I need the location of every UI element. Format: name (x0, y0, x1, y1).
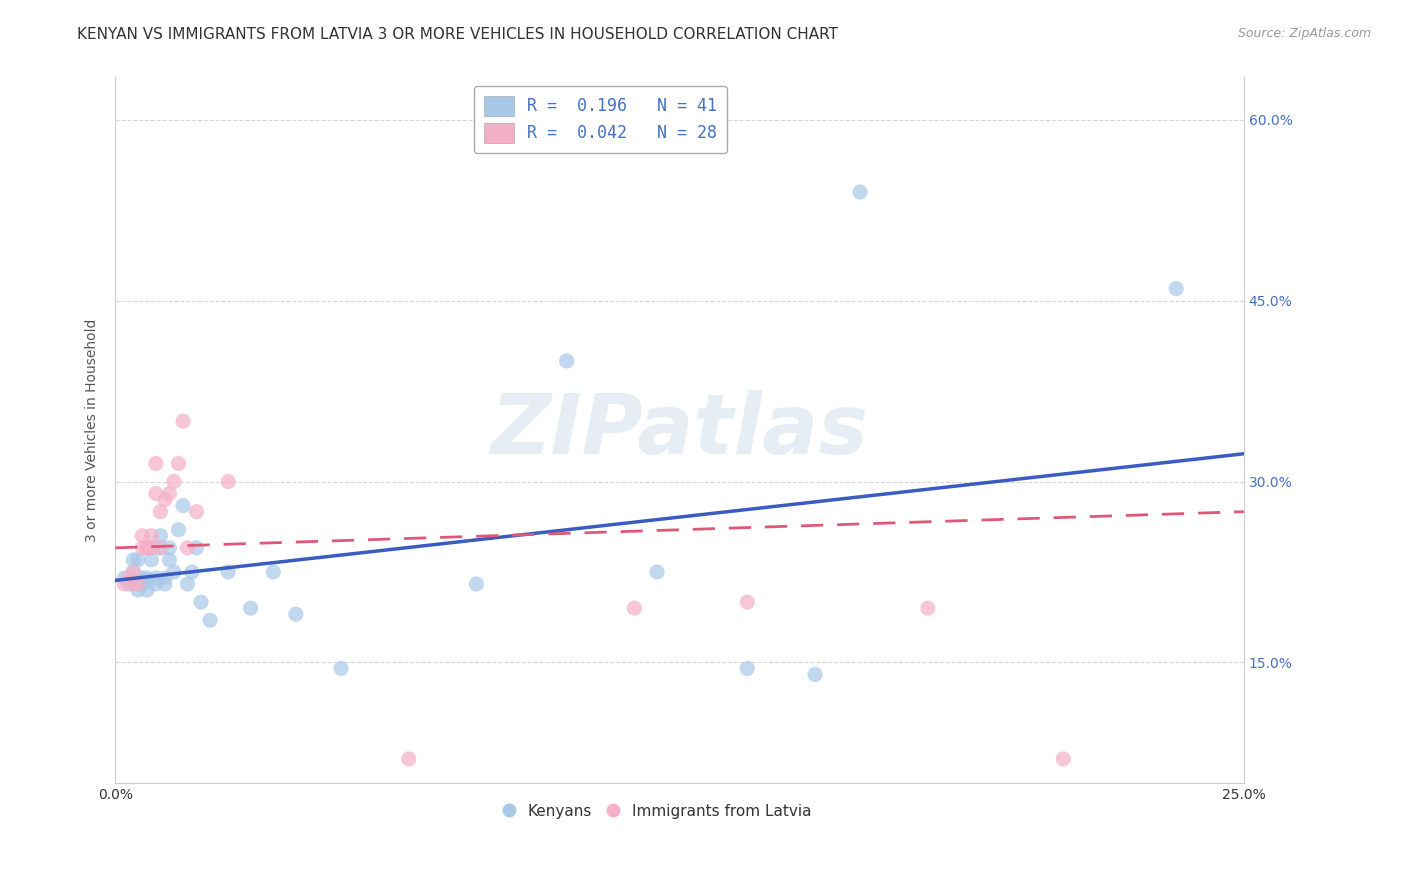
Point (398, 752, 420, 766)
Point (159, 553, 181, 567)
Point (153, 492, 176, 507)
Point (262, 565, 284, 579)
Point (135, 541, 157, 555)
Point (176, 577, 198, 591)
Y-axis label: 3 or more Vehicles in Household: 3 or more Vehicles in Household (86, 318, 100, 542)
Point (141, 541, 163, 555)
Point (735, 661, 758, 675)
Point (167, 523, 190, 537)
Point (112, 577, 135, 591)
Point (141, 541, 163, 555)
Text: KENYAN VS IMMIGRANTS FROM LATVIA 3 OR MORE VEHICLES IN HOUSEHOLD CORRELATION CHA: KENYAN VS IMMIGRANTS FROM LATVIA 3 OR MO… (77, 27, 838, 42)
Point (555, 354, 578, 368)
Point (149, 529, 172, 543)
Point (141, 529, 163, 543)
Point (118, 571, 141, 585)
Point (465, 577, 488, 591)
Point (163, 475, 186, 489)
Point (172, 414, 194, 428)
Point (186, 541, 208, 555)
Point (159, 541, 181, 555)
Point (217, 565, 239, 579)
Point (127, 582, 149, 597)
Point (127, 553, 149, 567)
Point (181, 565, 204, 579)
Point (645, 565, 668, 579)
Point (149, 505, 172, 519)
Point (186, 505, 208, 519)
Point (330, 661, 353, 675)
Point (217, 475, 239, 489)
Point (153, 577, 176, 591)
Point (190, 595, 212, 609)
Point (131, 541, 153, 555)
Point (198, 613, 221, 627)
Point (135, 541, 157, 555)
Point (122, 565, 145, 579)
Point (1052, 752, 1074, 766)
Point (127, 577, 149, 591)
Point (122, 553, 145, 567)
Point (239, 601, 262, 615)
Point (167, 457, 190, 471)
Point (127, 577, 149, 591)
Point (804, 667, 827, 681)
Point (849, 185, 872, 199)
Point (135, 582, 157, 597)
Point (118, 577, 141, 591)
Point (131, 529, 153, 543)
Point (159, 486, 181, 500)
Text: ZIPatlas: ZIPatlas (491, 390, 869, 471)
Point (122, 577, 145, 591)
Point (623, 601, 645, 615)
Point (145, 571, 167, 585)
Point (163, 565, 186, 579)
Point (284, 607, 307, 622)
Point (1166, 281, 1188, 295)
Point (917, 601, 939, 615)
Point (145, 457, 167, 471)
Point (145, 486, 167, 500)
Point (135, 571, 157, 585)
Point (149, 541, 172, 555)
Legend: Kenyans, Immigrants from Latvia: Kenyans, Immigrants from Latvia (496, 797, 817, 825)
Point (153, 571, 176, 585)
Point (145, 577, 167, 591)
Point (149, 541, 172, 555)
Point (141, 553, 163, 567)
Point (172, 499, 194, 513)
Point (176, 541, 198, 555)
Point (131, 577, 153, 591)
Point (131, 571, 153, 585)
Text: Source: ZipAtlas.com: Source: ZipAtlas.com (1237, 27, 1371, 40)
Point (735, 595, 758, 609)
Point (122, 565, 145, 579)
Point (112, 571, 135, 585)
